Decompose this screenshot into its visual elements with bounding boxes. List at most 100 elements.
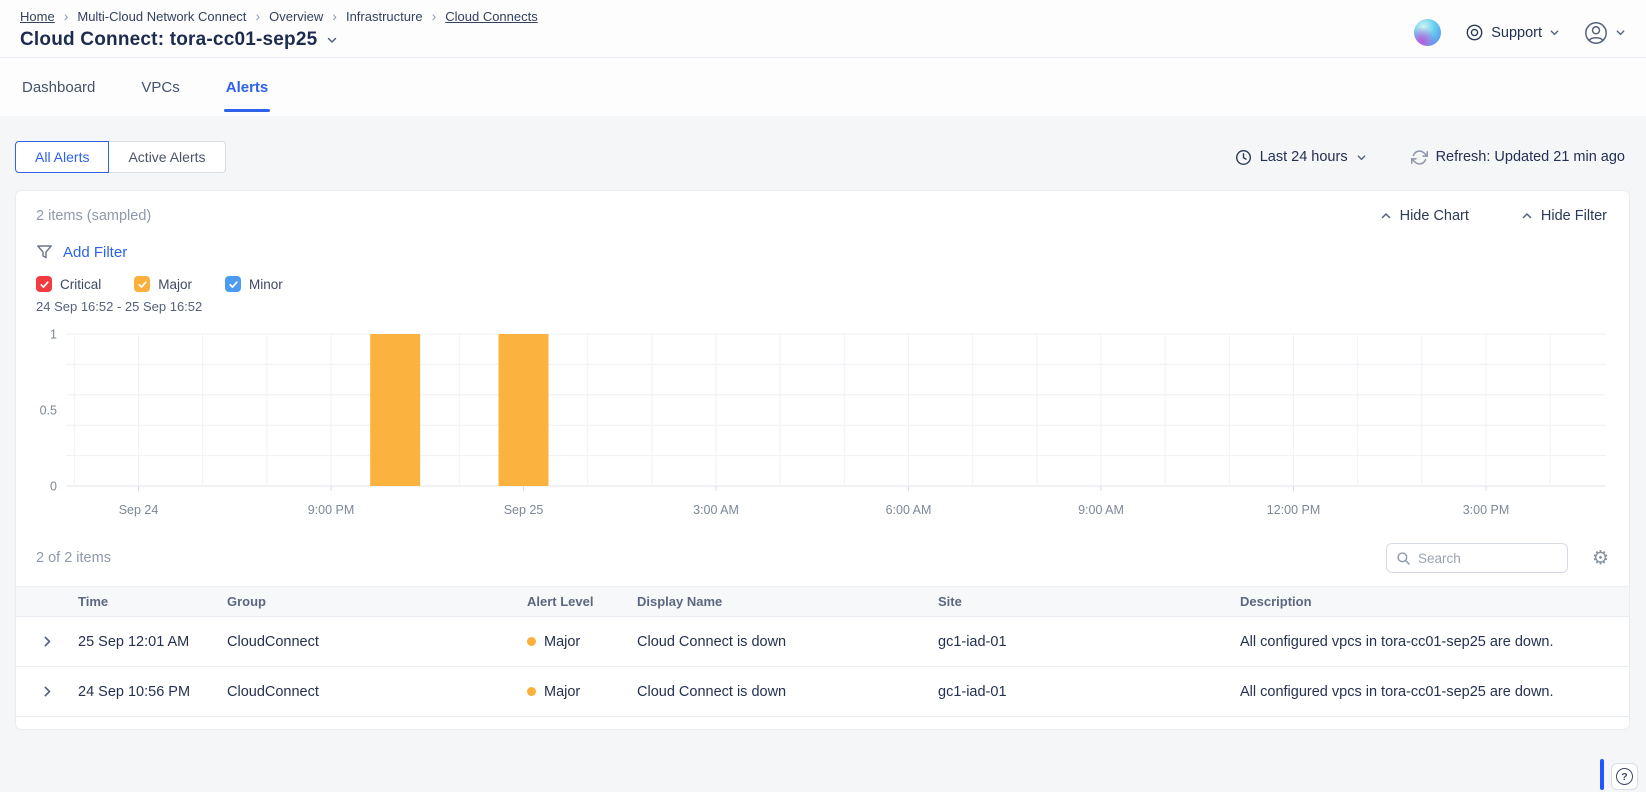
column-header-display-name[interactable]: Display Name bbox=[637, 594, 723, 609]
table-summary: 2 of 2 items bbox=[36, 550, 111, 566]
time-controls: Last 24 hours Refresh: Updated 21 min ag… bbox=[1235, 149, 1625, 166]
header-left: Home › Multi-Cloud Network Connect › Ove… bbox=[20, 8, 538, 51]
controls-row: All Alerts Active Alerts Last 24 hours R… bbox=[15, 141, 1630, 173]
hide-filter-label: Hide Filter bbox=[1540, 208, 1607, 224]
severity-dot bbox=[527, 687, 536, 696]
table-toolbar: 2 of 2 items ⚙ bbox=[16, 527, 1629, 586]
active-alerts-button[interactable]: Active Alerts bbox=[109, 141, 226, 173]
breadcrumb-home[interactable]: Home bbox=[20, 8, 55, 24]
checkbox-checked-icon bbox=[225, 276, 242, 292]
y-tick-label: 0 bbox=[50, 480, 57, 494]
breadcrumb-infrastructure[interactable]: Infrastructure bbox=[345, 8, 423, 24]
minor-label: Minor bbox=[249, 276, 283, 292]
time-range-selector[interactable]: Last 24 hours bbox=[1235, 149, 1367, 166]
major-checkbox[interactable]: Major bbox=[134, 276, 192, 292]
alert-scope-toggle: All Alerts Active Alerts bbox=[15, 141, 226, 173]
page-title: Cloud Connect: tora-cc01-sep25 bbox=[20, 29, 318, 50]
alerts-table-body: 25 Sep 12:01 AM CloudConnect Major Cloud Co… bbox=[16, 617, 1629, 717]
chevron-right-icon bbox=[44, 636, 50, 647]
funnel-icon bbox=[37, 245, 52, 259]
cell-group: CloudConnect bbox=[227, 633, 319, 650]
cell-group: CloudConnect bbox=[227, 683, 319, 700]
tab-alerts[interactable]: Alerts bbox=[223, 58, 271, 116]
chevron-right-icon bbox=[44, 686, 50, 697]
card-view-controls: Hide Chart Hide Filter bbox=[1380, 208, 1607, 224]
column-header-alert-level[interactable]: Alert Level bbox=[527, 594, 594, 609]
search-box bbox=[1385, 543, 1568, 573]
tab-bar: Dashboard VPCs Alerts bbox=[0, 58, 1646, 116]
tab-vpcs[interactable]: VPCs bbox=[141, 78, 180, 96]
help-widget: ? bbox=[1600, 759, 1638, 790]
cell-alert-level: Major bbox=[527, 634, 637, 650]
breadcrumb-separator: › bbox=[255, 8, 261, 24]
cell-description: All configured vpcs in tora-cc01-sep25 a… bbox=[1240, 683, 1554, 700]
column-header-description[interactable]: Description bbox=[1240, 594, 1312, 609]
column-header-site[interactable]: Site bbox=[938, 594, 962, 609]
items-count-label: 2 items (sampled) bbox=[36, 208, 152, 224]
chart-container: Sep 24 9:00 PM Sep 25 3:00 AM 6:00 AM 9:00 AM… bbox=[16, 314, 1629, 527]
x-tick-label: 6:00 AM bbox=[886, 503, 932, 517]
refresh-icon bbox=[1410, 149, 1428, 165]
help-button[interactable]: ? bbox=[1611, 763, 1638, 790]
chat-accent-bar[interactable] bbox=[1600, 759, 1604, 790]
minor-checkbox[interactable]: Minor bbox=[225, 276, 283, 292]
severity-dot bbox=[527, 637, 536, 646]
x-tick-label: 9:00 PM bbox=[308, 503, 355, 517]
ai-assistant-orb-icon[interactable] bbox=[1414, 19, 1442, 46]
refresh-status-label: Refresh: Updated 21 min ago bbox=[1435, 149, 1625, 165]
add-filter-button[interactable]: Add Filter bbox=[63, 244, 128, 261]
all-alerts-button[interactable]: All Alerts bbox=[15, 141, 110, 173]
cell-time: 24 Sep 10:56 PM bbox=[78, 683, 191, 700]
cell-display-name: Cloud Connect is down bbox=[637, 633, 787, 650]
search-input[interactable] bbox=[1417, 550, 1558, 566]
column-header-group[interactable]: Group bbox=[227, 594, 266, 609]
card-header: 2 items (sampled) Hide Chart Hide Filter bbox=[16, 191, 1629, 224]
hide-chart-button[interactable]: Hide Chart bbox=[1380, 208, 1469, 224]
breadcrumb-overview[interactable]: Overview bbox=[269, 8, 324, 24]
table-header-row: Time Group Alert Level Display Name Site… bbox=[16, 586, 1629, 617]
user-chevron-down-icon bbox=[1616, 30, 1625, 36]
support-icon bbox=[1466, 24, 1483, 41]
top-header: Home › Multi-Cloud Network Connect › Ove… bbox=[0, 0, 1646, 58]
cell-time: 25 Sep 12:01 AM bbox=[78, 633, 190, 650]
time-range-label: Last 24 hours bbox=[1259, 149, 1348, 165]
refresh-control[interactable]: Refresh: Updated 21 min ago bbox=[1410, 149, 1625, 166]
tab-dashboard[interactable]: Dashboard bbox=[22, 78, 96, 96]
critical-label: Critical bbox=[60, 276, 102, 292]
critical-checkbox[interactable]: Critical bbox=[36, 276, 101, 292]
breadcrumb: Home › Multi-Cloud Network Connect › Ove… bbox=[20, 8, 538, 24]
x-tick-label: Sep 25 bbox=[504, 503, 544, 517]
table-row[interactable]: 24 Sep 10:56 PM CloudConnect Major Cloud Co… bbox=[16, 667, 1629, 717]
title-chevron-down-icon[interactable] bbox=[326, 34, 338, 46]
hide-filter-button[interactable]: Hide Filter bbox=[1521, 208, 1607, 224]
row-expand-button[interactable] bbox=[16, 635, 78, 648]
support-menu[interactable]: Support bbox=[1465, 23, 1560, 42]
checkbox-checked-icon bbox=[134, 276, 151, 292]
cell-site: gc1-iad-01 bbox=[938, 683, 1007, 700]
table-row[interactable]: 25 Sep 12:01 AM CloudConnect Major Cloud Co… bbox=[16, 617, 1629, 667]
main-content: All Alerts Active Alerts Last 24 hours R… bbox=[0, 116, 1646, 730]
breadcrumb-cloud-connects[interactable]: Cloud Connects bbox=[445, 8, 538, 24]
avatar-icon bbox=[1585, 21, 1607, 44]
hide-chart-label: Hide Chart bbox=[1399, 208, 1469, 224]
chevron-up-icon bbox=[1381, 213, 1390, 219]
breadcrumb-separator: › bbox=[332, 8, 337, 24]
user-menu[interactable] bbox=[1584, 21, 1626, 45]
x-tick-label: 12:00 PM bbox=[1267, 503, 1321, 517]
chart-bar[interactable] bbox=[370, 334, 421, 486]
title-row: Cloud Connect: tora-cc01-sep25 bbox=[20, 29, 538, 51]
cell-alert-level: Major bbox=[527, 684, 637, 700]
x-tick-label: 9:00 AM bbox=[1078, 503, 1124, 517]
chevron-up-icon bbox=[1522, 213, 1532, 219]
support-chevron-down-icon bbox=[1550, 30, 1559, 36]
header-right: Support bbox=[1414, 8, 1626, 51]
chart-bar[interactable] bbox=[498, 334, 549, 486]
time-range-chevron-down-icon bbox=[1357, 154, 1365, 160]
row-expand-button[interactable] bbox=[16, 685, 78, 698]
alerts-card: 2 items (sampled) Hide Chart Hide Filter… bbox=[15, 190, 1630, 730]
column-header-time[interactable]: Time bbox=[78, 594, 109, 609]
search-icon bbox=[1397, 551, 1410, 565]
question-mark-icon: ? bbox=[1616, 768, 1633, 785]
gear-icon[interactable]: ⚙ bbox=[1591, 546, 1609, 569]
breadcrumb-multi-cloud-network-connect[interactable]: Multi-Cloud Network Connect bbox=[77, 8, 247, 24]
